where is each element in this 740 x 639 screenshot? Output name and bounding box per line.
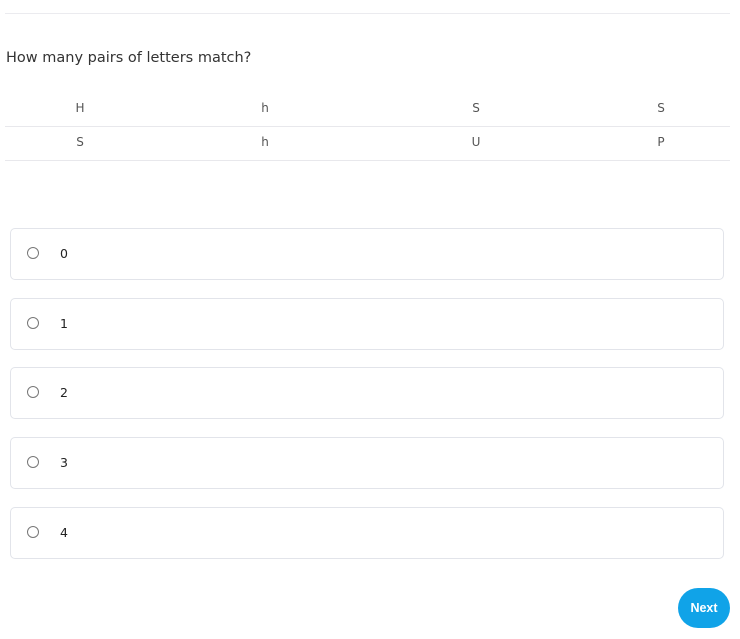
letter-cell: U bbox=[471, 135, 481, 149]
answer-option-4[interactable]: 4 bbox=[10, 507, 724, 559]
next-button[interactable]: Next bbox=[678, 588, 730, 628]
option-label: 4 bbox=[60, 525, 68, 540]
radio-button[interactable] bbox=[27, 317, 39, 329]
letter-cell: S bbox=[472, 101, 480, 115]
letter-row-top: H h S S bbox=[5, 92, 730, 127]
top-divider bbox=[5, 13, 730, 14]
letter-cell: S bbox=[76, 135, 84, 149]
answer-option-1[interactable]: 1 bbox=[10, 298, 724, 350]
letter-row-bottom: S h U P bbox=[5, 126, 730, 161]
letter-cell: P bbox=[657, 135, 665, 149]
letter-cell: h bbox=[261, 101, 269, 115]
radio-button[interactable] bbox=[27, 386, 39, 398]
option-label: 3 bbox=[60, 455, 68, 470]
radio-button[interactable] bbox=[27, 247, 39, 259]
answer-option-2[interactable]: 2 bbox=[10, 367, 724, 419]
letter-cell: S bbox=[657, 101, 665, 115]
radio-button[interactable] bbox=[27, 456, 39, 468]
answer-option-3[interactable]: 3 bbox=[10, 437, 724, 489]
option-label: 0 bbox=[60, 246, 68, 261]
radio-button[interactable] bbox=[27, 526, 39, 538]
answer-option-0[interactable]: 0 bbox=[10, 228, 724, 280]
question-text: How many pairs of letters match? bbox=[6, 50, 252, 66]
letter-cell: H bbox=[75, 101, 85, 115]
option-label: 2 bbox=[60, 385, 68, 400]
option-label: 1 bbox=[60, 316, 68, 331]
letter-cell: h bbox=[261, 135, 269, 149]
